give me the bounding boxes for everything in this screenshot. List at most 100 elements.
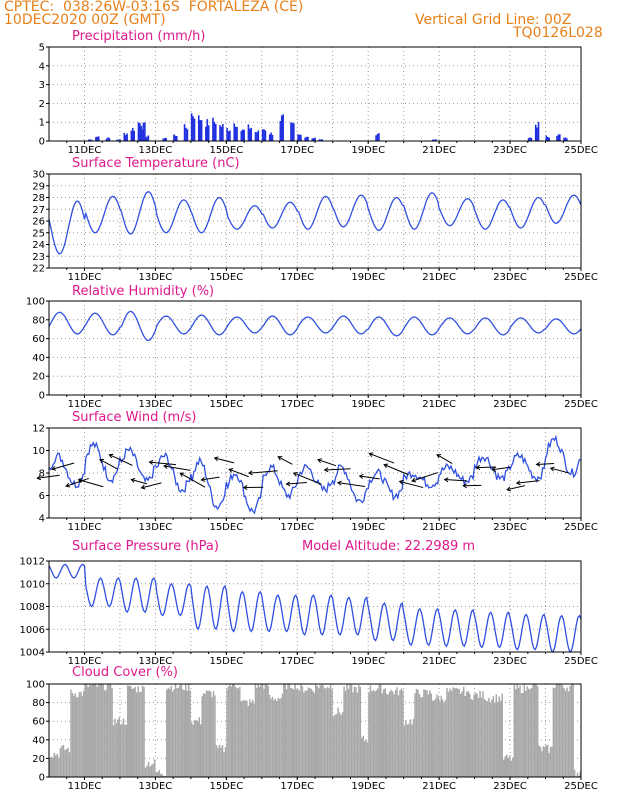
cloud-bar [179,685,181,777]
precip-bar [130,130,133,141]
cloud-bar [100,684,103,777]
cloud-bar [322,685,324,777]
precip-bar [174,135,177,141]
precip-bar [108,137,111,141]
x-tick-label: 15DEC [209,781,243,792]
precip-bar [222,124,224,141]
panel-frame [48,683,582,778]
y-tick-label: 24 [32,240,45,251]
wind-arrow [359,475,380,480]
y-tick-label: 60 [32,334,45,345]
cloud-bar [411,724,413,777]
cloud-bar [147,761,150,777]
y-tick-label: 10 [32,446,45,457]
x-tick-label: 19DEC [351,145,385,156]
cloud-bar [210,691,212,777]
x-tick-label: 25DEC [564,781,598,792]
wind-arrow-head [491,466,497,472]
precip-bar [257,130,260,141]
wind-arrow [214,457,235,464]
cloud-bar [578,775,580,777]
wind-arrow [324,468,351,471]
y-tick-label: 100 [26,680,45,691]
cloud-bar [218,744,221,777]
wind-arrow-head [411,477,417,483]
cloud-bar [365,739,367,777]
cloud-bar [429,690,431,777]
wind-arrow [109,454,133,466]
wind-arrow-head [383,463,389,469]
cloud-bar [70,689,72,777]
precip-bar [142,122,145,141]
cloud-bar [118,717,120,777]
cloud-bar [532,684,534,777]
precip-bar [297,134,299,141]
precip-bar [529,137,531,141]
cloud-bar [369,685,372,777]
precip-bar [95,137,97,141]
cloud-bar [71,693,74,777]
cloud-bar [332,716,335,777]
cloud-bar [128,685,130,777]
precip-bar [300,134,302,141]
cloud-bar [456,688,459,777]
cloud-bar [303,692,305,777]
cloud-bar [458,688,460,777]
cloud-bar [309,688,311,777]
cloud-bar [449,688,451,777]
wind-arrow-head [213,456,219,462]
cloud-bar [68,752,71,777]
y-tick-label: 1004 [20,648,45,659]
y-tick-label: 0 [39,773,45,784]
x-tick-label: 11DEC [68,272,102,283]
wind-arrow [506,485,526,491]
cloud-bar [230,686,233,777]
cloud-bar [84,684,86,777]
precip-bar [563,137,565,141]
cloud-bar [114,718,116,777]
wind-arrow-head [515,480,521,486]
panel-frame [48,300,582,396]
precip-bar [226,128,228,141]
cloud-bar [221,745,224,777]
precip-bar [264,130,267,141]
x-tick-label: 23DEC [493,399,527,410]
cloud-bar [403,725,406,777]
cloud-bar [500,700,502,777]
cloud-bar [295,689,298,777]
x-tick-label: 17DEC [280,399,314,410]
y-tick-label: 4 [39,61,45,72]
cloud-bar [141,685,144,777]
cloud-bar [325,688,327,777]
cloud-bar [430,693,433,777]
cloud-bar [280,698,282,777]
x-tick-label: 21DEC [422,399,456,410]
precip-bar [97,136,100,141]
cloud-bar [90,685,92,777]
cloud-bar [85,684,88,777]
wind-arrow-head [443,477,449,483]
cloud-bar [517,687,520,777]
header-station: CPTEC: 038:26W-03:16S FORTALEZA (CE) [4,0,304,15]
cloud-bar [313,692,315,777]
x-tick-label: 23DEC [493,656,527,667]
cloud-bar [229,684,231,777]
cloud-bar [65,749,68,777]
wind-arrow-head [358,473,364,479]
cloud-bar [512,757,514,777]
cloud-bar [121,723,123,777]
cloud-bar [149,766,151,777]
cloud-bar [220,747,222,777]
cloud-bar [249,699,251,777]
x-tick-label: 17DEC [280,145,314,156]
wind-arrow-head [506,486,512,492]
cloud-bar [576,772,579,777]
x-tick-label: 25DEC [564,399,598,410]
cloud-bar [366,742,369,777]
y-tick-label: 40 [32,735,45,746]
cloud-bar [570,684,573,777]
y-tick-label: 1006 [20,625,45,636]
cloud-bar [56,753,59,777]
cloud-bar [115,723,118,777]
y-tick-label: 60 [32,717,45,728]
